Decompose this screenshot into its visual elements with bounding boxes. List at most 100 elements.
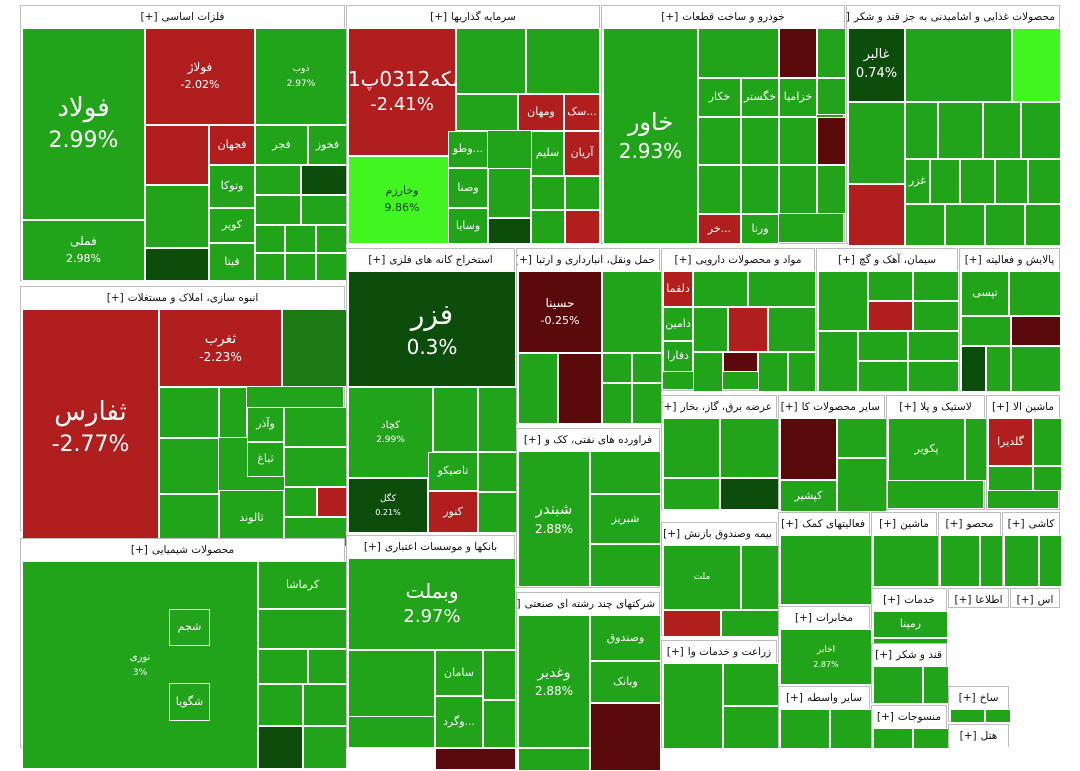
expand-toggle[interactable]: [+] bbox=[106, 292, 124, 304]
stock-tile[interactable] bbox=[913, 271, 959, 301]
stock-tile[interactable] bbox=[483, 700, 516, 748]
stock-tile[interactable]: نوری 3% bbox=[22, 561, 258, 769]
stock-tile[interactable] bbox=[456, 28, 526, 94]
stock-tile[interactable] bbox=[258, 649, 308, 684]
stock-tile[interactable] bbox=[348, 716, 435, 748]
expand-toggle[interactable]: [+] bbox=[662, 401, 677, 413]
sector-header[interactable]: لاستیک و پلا[+] bbox=[887, 396, 984, 418]
stock-tile[interactable] bbox=[1028, 159, 1061, 204]
stock-tile[interactable] bbox=[317, 487, 347, 517]
stock-tile[interactable] bbox=[758, 352, 788, 392]
stock-tile[interactable] bbox=[868, 271, 913, 301]
stock-tile[interactable]: وغدیر 2.88% bbox=[518, 615, 590, 748]
expand-toggle[interactable]: [+] bbox=[875, 649, 893, 661]
stock-tile[interactable] bbox=[693, 307, 728, 352]
stock-tile[interactable] bbox=[285, 253, 316, 281]
stock-tile[interactable]: ملت bbox=[663, 545, 741, 610]
stock-tile[interactable] bbox=[908, 361, 959, 392]
expand-toggle[interactable]: [+] bbox=[661, 11, 679, 23]
stock-tile[interactable] bbox=[873, 728, 913, 749]
sector-header[interactable]: کاشی[+] bbox=[1003, 513, 1059, 535]
stock-tile[interactable]: خکار bbox=[698, 78, 741, 117]
stock-tile[interactable]: شگویا bbox=[169, 683, 210, 721]
stock-tile[interactable] bbox=[817, 28, 846, 78]
expand-toggle[interactable]: [+] bbox=[954, 594, 972, 606]
stock-tile[interactable] bbox=[913, 728, 949, 749]
stock-tile[interactable] bbox=[858, 331, 908, 361]
sector-header[interactable]: محصو[+] bbox=[939, 513, 1000, 535]
stock-tile[interactable] bbox=[995, 159, 1028, 204]
stock-tile[interactable]: فزر 0.3% bbox=[348, 271, 516, 387]
sector-header[interactable]: شرکتهای چند رشته ای صنعتی[+] bbox=[517, 593, 659, 615]
stock-tile[interactable] bbox=[565, 210, 600, 244]
stock-tile[interactable] bbox=[723, 352, 758, 372]
stock-tile[interactable] bbox=[282, 309, 347, 387]
stock-tile[interactable] bbox=[488, 168, 531, 218]
expand-toggle[interactable]: [+] bbox=[523, 434, 541, 446]
sector-header[interactable]: هتل[+] bbox=[949, 725, 1008, 747]
sector-header[interactable]: خدمات[+] bbox=[872, 589, 946, 611]
stock-tile[interactable] bbox=[873, 535, 939, 587]
sector-header[interactable]: بیمه وصندوق بازنش[+] bbox=[662, 523, 776, 545]
stock-tile[interactable]: حسینا -0.25% bbox=[518, 271, 602, 353]
stock-tile[interactable]: سامان bbox=[435, 650, 483, 696]
sector-header[interactable]: زراعت و خدمات وا[+] bbox=[662, 641, 776, 663]
stock-tile[interactable] bbox=[478, 492, 517, 533]
stock-tile[interactable] bbox=[961, 316, 1011, 346]
stock-tile[interactable]: پکویر bbox=[888, 418, 965, 481]
stock-tile[interactable] bbox=[456, 94, 518, 131]
stock-tile[interactable] bbox=[779, 28, 817, 78]
stock-tile[interactable] bbox=[950, 709, 985, 723]
sector-header[interactable]: ماشین[+] bbox=[872, 513, 936, 535]
stock-tile[interactable] bbox=[985, 204, 1025, 246]
stock-tile[interactable] bbox=[255, 195, 301, 225]
sector-header[interactable]: فراورده های نفتی، کک و[+] bbox=[517, 429, 659, 451]
stock-tile[interactable]: خزامیا bbox=[779, 78, 817, 117]
stock-tile[interactable] bbox=[930, 159, 960, 204]
stock-tile[interactable]: فولاد 2.99% bbox=[22, 28, 145, 220]
stock-tile[interactable] bbox=[145, 125, 209, 185]
stock-tile[interactable] bbox=[923, 666, 949, 704]
expand-toggle[interactable]: [+] bbox=[883, 594, 901, 606]
stock-tile[interactable]: وگرد... bbox=[435, 696, 483, 748]
expand-toggle[interactable]: [+] bbox=[1007, 518, 1025, 530]
stock-tile[interactable]: آریان bbox=[564, 131, 600, 176]
expand-toggle[interactable]: [+] bbox=[876, 711, 894, 723]
sector-header[interactable]: بانکها و موسسات اعتباری[+] bbox=[347, 536, 514, 558]
stock-tile[interactable] bbox=[837, 418, 887, 458]
stock-tile[interactable] bbox=[988, 466, 1033, 491]
stock-tile[interactable] bbox=[961, 346, 986, 392]
stock-tile[interactable] bbox=[908, 331, 959, 361]
stock-tile[interactable] bbox=[980, 535, 1003, 587]
sector-header[interactable]: منسوجات[+] bbox=[872, 706, 946, 728]
stock-tile[interactable]: فخوز bbox=[308, 125, 347, 165]
stock-tile[interactable] bbox=[780, 709, 830, 749]
expand-toggle[interactable]: [+] bbox=[517, 254, 532, 266]
stock-tile[interactable] bbox=[159, 387, 219, 438]
expand-toggle[interactable]: [+] bbox=[363, 541, 381, 553]
stock-tile[interactable] bbox=[830, 709, 872, 749]
stock-tile[interactable] bbox=[817, 78, 846, 115]
stock-tile[interactable]: خاور 2.93% bbox=[603, 28, 698, 244]
stock-tile[interactable] bbox=[779, 117, 817, 165]
stock-tile[interactable] bbox=[531, 210, 565, 244]
stock-tile[interactable] bbox=[602, 271, 662, 353]
stock-tile[interactable] bbox=[723, 706, 779, 749]
stock-tile[interactable] bbox=[602, 353, 632, 383]
stock-tile[interactable] bbox=[721, 610, 779, 637]
stock-tile[interactable] bbox=[741, 117, 779, 165]
stock-tile[interactable] bbox=[258, 726, 303, 769]
expand-toggle[interactable]: [+] bbox=[958, 692, 976, 704]
stock-tile[interactable] bbox=[558, 353, 602, 424]
stock-tile[interactable]: وطو... bbox=[448, 131, 488, 168]
stock-tile[interactable] bbox=[145, 248, 209, 281]
stock-tile[interactable]: شبندر 2.88% bbox=[518, 451, 590, 587]
stock-tile[interactable] bbox=[531, 176, 565, 210]
stock-tile[interactable] bbox=[720, 478, 779, 510]
expand-toggle[interactable]: [+] bbox=[1016, 594, 1034, 606]
stock-tile[interactable]: تپسی bbox=[961, 271, 1009, 316]
stock-tile[interactable] bbox=[284, 407, 347, 447]
stock-tile[interactable] bbox=[698, 28, 779, 78]
stock-tile[interactable] bbox=[723, 663, 779, 706]
stock-tile[interactable] bbox=[308, 649, 347, 684]
